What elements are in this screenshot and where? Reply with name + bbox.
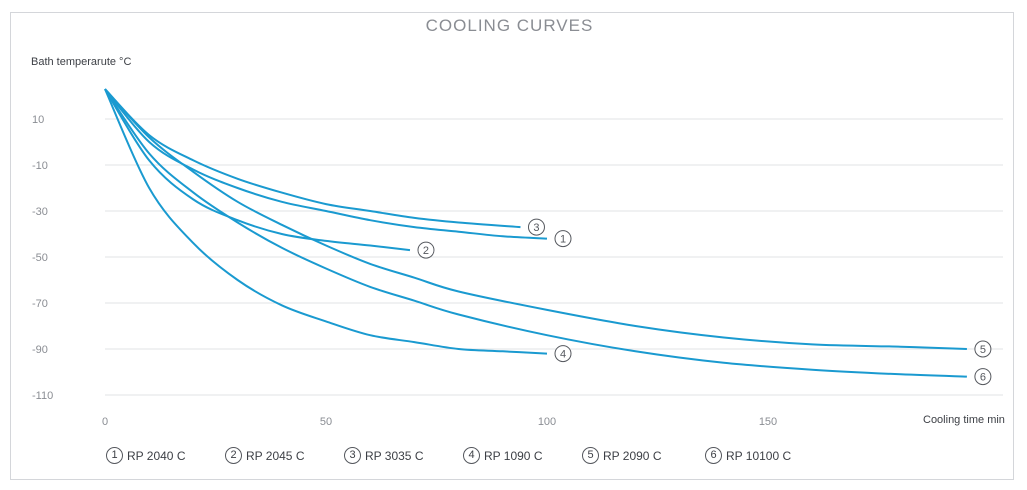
legend-label: RP 1090 C	[484, 448, 543, 463]
legend-item: 6 RP 10100 C	[705, 447, 791, 464]
legend-item: 4 RP 1090 C	[463, 447, 542, 464]
y-tick-label: -50	[32, 252, 48, 264]
series-end-label: 6	[980, 372, 986, 384]
series-end-marker	[554, 345, 572, 363]
legend-label: RP 2090 C	[603, 448, 662, 463]
series-line-6	[104, 88, 967, 378]
y-tick-label: -110	[32, 390, 53, 402]
series-line-1	[104, 88, 548, 240]
series-end-marker	[527, 218, 545, 236]
legend-item: 5 RP 2090 C	[582, 447, 661, 464]
y-tick-label: -70	[32, 298, 48, 310]
x-tick-label: 50	[320, 416, 332, 428]
series-line-5	[104, 88, 967, 350]
legend-item: 3 RP 3035 C	[344, 447, 423, 464]
x-tick-label: 150	[759, 416, 777, 428]
series-end-label: 2	[423, 245, 429, 257]
series-end-label: 1	[560, 234, 566, 246]
legend-marker: 2	[225, 447, 242, 464]
y-tick-label: -90	[32, 344, 48, 356]
legend-label: RP 3035 C	[365, 448, 424, 463]
legend-label: RP 2040 C	[127, 448, 186, 463]
series-end-label: 3	[533, 222, 539, 234]
legend-item: 1 RP 2040 C	[106, 447, 185, 464]
legend-marker: 6	[705, 447, 722, 464]
legend-marker: 3	[344, 447, 361, 464]
legend-label: RP 2045 C	[246, 448, 305, 463]
legend-item: 2 RP 2045 C	[225, 447, 304, 464]
chart-frame	[10, 12, 1014, 480]
chart-title: COOLING CURVES	[425, 16, 594, 35]
series-end-label: 4	[560, 349, 566, 361]
y-tick-label: -10	[32, 160, 48, 172]
x-tick-label: 100	[538, 416, 556, 428]
y-tick-label: -30	[32, 206, 48, 218]
legend-marker: 5	[582, 447, 599, 464]
series-end-marker	[974, 340, 992, 358]
series-line-4	[104, 88, 548, 355]
series-line-2	[104, 88, 411, 252]
y-axis-label: Bath temperarute °C	[31, 56, 132, 68]
y-tick-label: 10	[32, 114, 44, 126]
series-end-label: 5	[980, 344, 986, 356]
series-end-marker	[417, 241, 435, 259]
legend-label: RP 10100 C	[726, 448, 792, 463]
series-end-marker	[974, 368, 992, 386]
legend-marker: 4	[463, 447, 480, 464]
series-end-marker	[554, 230, 572, 248]
series-line-3	[104, 88, 521, 229]
legend-marker: 1	[106, 447, 123, 464]
x-tick-label: 0	[102, 416, 108, 428]
x-axis-label: Cooling time min	[923, 414, 1005, 426]
